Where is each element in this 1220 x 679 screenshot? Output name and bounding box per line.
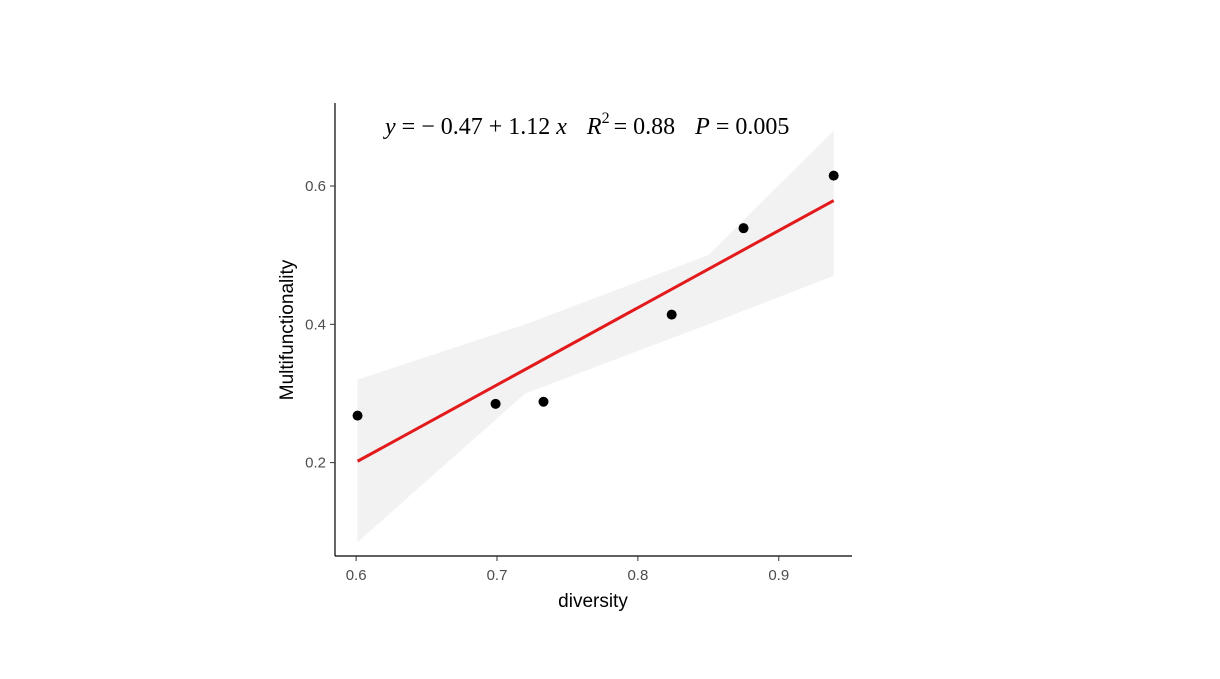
x-tick-label: 0.9 xyxy=(768,567,789,584)
fit-line-layer xyxy=(356,199,835,463)
confidence-band-layer xyxy=(357,130,834,543)
annot-p-symbol: P xyxy=(694,114,710,140)
ticks-layer: 0.6 0.7 0.8 0.9 0.2 0.4 0.6 xyxy=(305,178,789,584)
regression-annotation: y = − 0.47 + 1.12 x R2 = 0.88 P = 0.005 xyxy=(383,110,789,140)
annot-x-symbol: x xyxy=(555,114,567,140)
x-tick-label: 0.6 xyxy=(346,567,367,584)
data-point-3 xyxy=(538,396,549,407)
annot-p-value: = 0.005 xyxy=(716,114,790,140)
y-tick-label: 0.4 xyxy=(305,316,326,333)
y-axis-title: Multifunctionality xyxy=(277,259,298,400)
data-point-5 xyxy=(738,223,749,234)
annot-y-symbol: y xyxy=(383,114,396,140)
y-tick-label: 0.6 xyxy=(305,178,326,195)
annot-r-symbol: R xyxy=(586,114,602,140)
annot-r-value: = 0.88 xyxy=(614,114,676,140)
data-point-4 xyxy=(666,309,677,320)
data-point-6 xyxy=(828,170,839,181)
axes-layer xyxy=(334,103,852,557)
regression-line xyxy=(356,199,835,463)
annot-equation: = − 0.47 + 1.12 xyxy=(402,114,551,140)
confidence-band xyxy=(357,130,834,543)
points-layer xyxy=(352,170,839,421)
y-tick-label: 0.2 xyxy=(305,455,326,472)
data-point-2 xyxy=(490,398,501,409)
data-point-1 xyxy=(352,410,363,421)
annot-r-exponent: 2 xyxy=(602,110,610,127)
x-tick-label: 0.7 xyxy=(487,567,508,584)
x-axis-title: diversity xyxy=(558,591,628,612)
x-tick-label: 0.8 xyxy=(627,567,648,584)
